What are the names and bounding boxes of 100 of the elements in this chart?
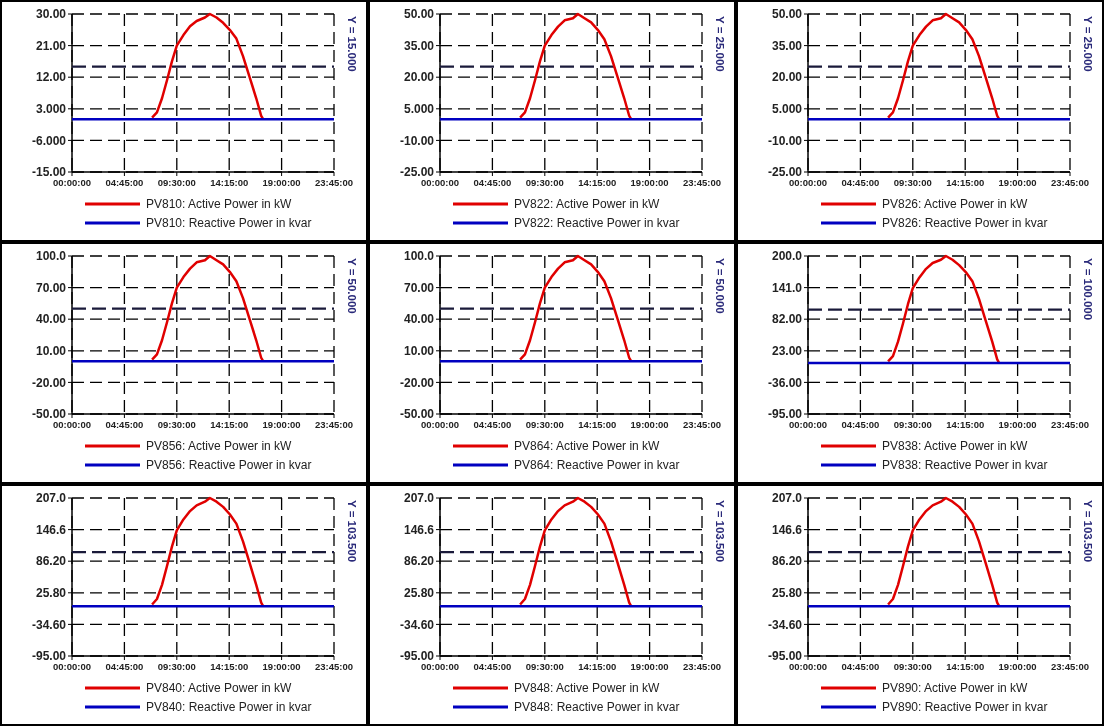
y-tick-label: 207.0 (403, 491, 435, 506)
y-tick-label: 35.00 (403, 38, 435, 53)
legend-label: PV822: Reactive Power in kvar (514, 216, 680, 231)
x-tick-label: 19:00:00 (262, 661, 301, 672)
ref-line-label: Y = 103.500 (1082, 500, 1094, 563)
y-tick-label: 40.00 (35, 312, 67, 327)
y-tick-label: 40.00 (403, 312, 435, 327)
y-tick-label: -50.00 (31, 407, 67, 422)
y-tick-label: -36.00 (767, 375, 803, 390)
y-tick-label: 86.20 (403, 554, 435, 569)
x-tick-label: 19:00:00 (262, 177, 301, 188)
y-tick-label: 23.00 (771, 344, 803, 358)
legend-label: PV848: Reactive Power in kvar (514, 700, 680, 715)
y-tick-label: 3.000 (35, 102, 67, 116)
y-tick-label: 82.00 (771, 312, 803, 327)
y-tick-label: -25.00 (767, 165, 803, 180)
y-tick-label: -50.00 (399, 407, 435, 422)
y-tick-label: 25.80 (403, 586, 435, 600)
y-tick-label: 70.00 (403, 280, 435, 295)
ref-line-label: Y = 25.000 (714, 16, 726, 72)
legend-label: PV838: Active Power in kW (882, 439, 1029, 454)
y-tick-label: 25.80 (35, 586, 67, 600)
y-tick-label: 10.00 (35, 344, 67, 358)
x-tick-label: 00:00:00 (420, 419, 460, 430)
x-tick-label: 19:00:00 (630, 661, 669, 672)
x-tick-label: 09:30:00 (525, 661, 564, 672)
legend-label: PV890: Active Power in kW (882, 681, 1029, 696)
y-tick-label: -95.00 (31, 649, 67, 664)
x-tick-label: 23:45:00 (314, 661, 354, 672)
x-tick-label: 04:45:00 (841, 419, 880, 430)
x-tick-label: 00:00:00 (788, 661, 828, 672)
line-series (518, 12, 633, 120)
y-tick-label: -20.00 (399, 375, 435, 390)
line-series (518, 496, 633, 607)
x-tick-label: 00:00:00 (420, 177, 460, 188)
y-tick-label: 50.00 (403, 7, 435, 22)
y-tick-label: 5.000 (771, 102, 803, 116)
y-tick-label: 146.6 (35, 522, 67, 537)
ref-line-label: Y = 25.000 (1082, 16, 1094, 72)
legend-label: PV856: Active Power in kW (146, 439, 293, 454)
y-tick-label: 12.00 (35, 70, 67, 85)
y-tick-label: 35.00 (771, 38, 803, 53)
x-tick-label: 14:15:00 (946, 419, 985, 430)
legend-label: PV864: Active Power in kW (514, 439, 661, 454)
y-tick-label: 146.6 (771, 522, 803, 537)
y-tick-label: -25.00 (399, 165, 435, 180)
y-tick-label: 207.0 (35, 491, 67, 506)
x-tick-label: 14:15:00 (210, 661, 249, 672)
x-tick-label: 00:00:00 (52, 661, 92, 672)
legend-label: PV890: Reactive Power in kvar (882, 700, 1048, 715)
legend-label: PV826: Active Power in kW (882, 197, 1029, 212)
line-series (886, 254, 1001, 364)
legend-label: PV810: Reactive Power in kvar (146, 216, 312, 231)
x-tick-label: 23:45:00 (1050, 419, 1090, 430)
legend-label: PV848: Active Power in kW (514, 681, 661, 696)
ref-line-label: Y = 103.500 (346, 500, 358, 563)
y-tick-label: 86.20 (771, 554, 803, 569)
y-tick-label: 10.00 (403, 344, 435, 358)
y-tick-label: 146.6 (403, 522, 435, 537)
line-series (886, 496, 1001, 607)
x-tick-label: 04:45:00 (105, 177, 144, 188)
x-tick-label: 19:00:00 (630, 419, 669, 430)
x-tick-label: 23:45:00 (682, 419, 722, 430)
y-tick-label: 86.20 (35, 554, 67, 569)
x-tick-label: 04:45:00 (841, 661, 880, 672)
y-tick-label: 5.000 (403, 102, 435, 116)
x-tick-label: 04:45:00 (473, 177, 512, 188)
ref-line-label: Y = 50.000 (346, 258, 358, 314)
x-tick-label: 14:15:00 (578, 661, 617, 672)
legend-label: PV840: Reactive Power in kvar (146, 700, 312, 715)
y-tick-label: 141.0 (771, 280, 803, 295)
x-tick-label: 00:00:00 (420, 661, 460, 672)
line-series (150, 12, 265, 120)
legend-label: PV840: Active Power in kW (146, 681, 293, 696)
y-tick-label: -95.00 (767, 649, 803, 664)
y-tick-label: -95.00 (399, 649, 435, 664)
legend-label: PV864: Reactive Power in kvar (514, 458, 680, 473)
line-series (518, 254, 633, 362)
y-tick-label: -10.00 (767, 133, 803, 148)
x-tick-label: 19:00:00 (998, 661, 1037, 672)
y-tick-label: 30.00 (35, 7, 67, 22)
y-tick-label: 100.0 (403, 249, 435, 264)
ref-line-label: Y = 100.000 (1082, 258, 1094, 321)
x-tick-label: 09:30:00 (157, 177, 196, 188)
x-tick-label: 09:30:00 (893, 177, 932, 188)
x-tick-label: 14:15:00 (210, 419, 249, 430)
x-tick-label: 14:15:00 (578, 177, 617, 188)
y-tick-label: -34.60 (31, 617, 67, 632)
x-tick-label: 04:45:00 (473, 661, 512, 672)
x-tick-label: 04:45:00 (105, 661, 144, 672)
x-tick-label: 14:15:00 (210, 177, 249, 188)
y-tick-label: 207.0 (771, 491, 803, 506)
x-tick-label: 19:00:00 (998, 419, 1037, 430)
y-tick-label: -20.00 (31, 375, 67, 390)
x-tick-label: 09:30:00 (893, 661, 932, 672)
x-tick-label: 09:30:00 (157, 661, 196, 672)
x-tick-label: 23:45:00 (314, 177, 354, 188)
x-tick-label: 23:45:00 (314, 419, 354, 430)
y-tick-label: 50.00 (771, 7, 803, 22)
y-tick-label: 25.80 (771, 586, 803, 600)
